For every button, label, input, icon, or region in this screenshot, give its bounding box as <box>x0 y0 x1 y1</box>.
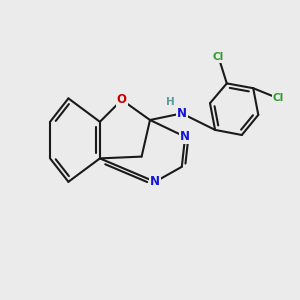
Text: Cl: Cl <box>273 93 284 103</box>
Text: O: O <box>117 93 127 106</box>
Text: N: N <box>177 107 187 120</box>
Text: Cl: Cl <box>213 52 224 62</box>
Text: N: N <box>180 130 190 143</box>
Text: H: H <box>166 97 175 107</box>
Text: N: N <box>150 175 160 188</box>
